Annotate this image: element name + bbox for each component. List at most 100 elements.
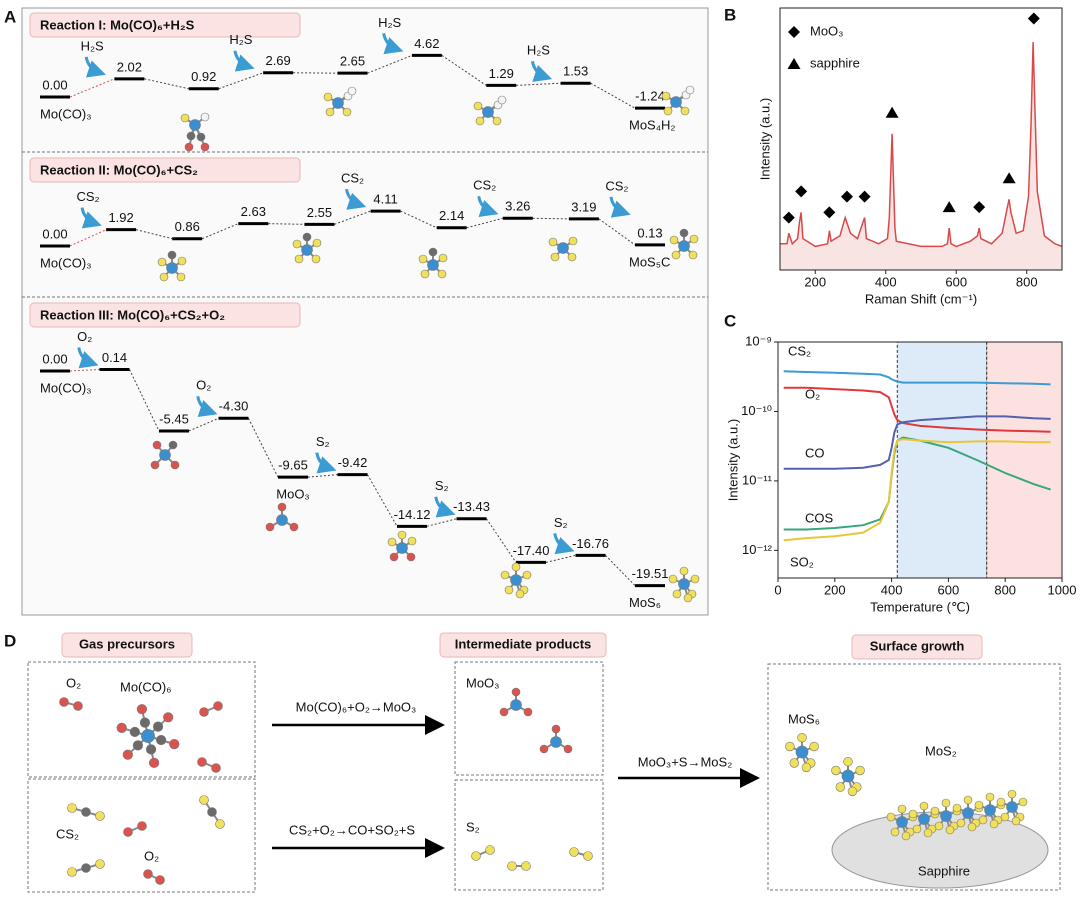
title-box <box>29 12 301 38</box>
atom <box>211 763 221 773</box>
energy-label: 1.92 <box>108 210 133 225</box>
atom <box>670 96 682 108</box>
atom <box>1018 797 1028 807</box>
atom <box>583 851 593 861</box>
energy-label: 0.00 <box>42 77 67 92</box>
atom <box>685 85 695 95</box>
atom <box>679 566 689 576</box>
gas-label: H₂S <box>378 15 401 30</box>
gas-label: CS₂ <box>605 178 628 193</box>
atom <box>215 819 225 829</box>
panel-letter: A <box>4 7 16 26</box>
series-label: CS₂ <box>788 343 811 358</box>
x-axis-label: Raman Shift (cm⁻¹) <box>865 291 977 306</box>
atom <box>196 132 206 142</box>
peak-marker <box>858 190 871 203</box>
atom <box>1006 801 1018 813</box>
energy-label: -9.42 <box>338 455 368 470</box>
atom <box>896 816 908 828</box>
atom <box>167 250 177 260</box>
plot-frame <box>777 341 1063 579</box>
x-tick-label: 400 <box>881 582 903 597</box>
gas-arrow <box>477 195 499 218</box>
reaction-title: Reaction III: Mo(CO)₆+CS₂+O₂ <box>40 307 225 322</box>
atom <box>332 97 344 109</box>
atom <box>81 807 91 817</box>
atom <box>550 736 562 748</box>
atom <box>437 269 447 279</box>
atom <box>189 119 201 131</box>
connector <box>400 210 437 229</box>
gas-arrow <box>233 50 255 72</box>
header-box <box>851 634 983 660</box>
atom <box>497 95 507 105</box>
atom <box>155 875 165 885</box>
atom <box>168 440 178 450</box>
species-label: Mo(CO)₃ <box>40 106 92 121</box>
atom <box>522 570 532 580</box>
atom <box>996 797 1006 807</box>
energy-label: 0.00 <box>42 226 67 241</box>
y-axis-label: Intensity (a.u.) <box>757 98 772 180</box>
connector <box>516 82 561 86</box>
gas-arrow <box>553 533 575 555</box>
atom <box>567 252 577 262</box>
gas-label: S₂ <box>435 478 449 493</box>
box <box>454 661 604 776</box>
box <box>454 779 604 891</box>
energy-label: 0.00 <box>42 351 67 366</box>
atom <box>678 240 690 252</box>
legend-label: MoO₃ <box>810 23 843 38</box>
peak-marker <box>1027 12 1040 25</box>
atom <box>311 254 321 264</box>
energy-label: 4.62 <box>414 36 439 51</box>
gas-arrow <box>382 33 404 55</box>
atom <box>690 574 700 584</box>
peak-marker <box>942 201 956 213</box>
connector <box>334 210 371 225</box>
atom <box>471 851 481 861</box>
connector <box>590 82 636 109</box>
peak-marker <box>782 211 795 224</box>
atom <box>186 131 196 141</box>
y-tick-label: 10⁻⁹ <box>745 333 772 348</box>
gas-arrow <box>345 188 367 210</box>
atom <box>141 729 155 743</box>
atom <box>930 806 940 816</box>
atom <box>843 756 853 767</box>
atom <box>277 502 287 512</box>
atom <box>952 803 962 813</box>
atom <box>156 734 167 746</box>
atom <box>197 757 207 767</box>
atom <box>669 235 679 245</box>
atom <box>157 257 167 267</box>
legend-symbol <box>787 58 801 69</box>
atom <box>521 861 531 871</box>
atom <box>418 254 428 264</box>
reaction-title: Reaction I: Mo(CO)₆+H₂S <box>40 17 195 32</box>
connector <box>202 223 239 240</box>
atom <box>978 815 988 825</box>
series-line <box>783 370 1051 386</box>
gas-arrow <box>77 347 99 369</box>
energy-label: 0.86 <box>175 219 200 234</box>
species-label: MoS₂ <box>925 743 957 758</box>
connector <box>307 474 338 478</box>
atom <box>504 585 514 595</box>
connector <box>441 55 487 86</box>
atom <box>152 721 164 732</box>
energy-label: 0.14 <box>102 350 127 365</box>
series-line <box>783 415 1051 470</box>
atom <box>475 116 485 126</box>
gas-label: O₂ <box>196 378 211 393</box>
y-axis-label: Intensity (a.u.) <box>725 419 740 501</box>
gas-label: S₂ <box>554 515 568 530</box>
atom <box>912 824 922 834</box>
atom <box>122 749 133 760</box>
y-tick-label: 10⁻¹¹ <box>742 472 773 487</box>
x-tick-label: 200 <box>804 274 826 289</box>
reaction-label: Mo(CO)₆+O₂→MoO₃ <box>296 699 417 714</box>
series-label: CO <box>805 445 825 460</box>
atom <box>671 250 681 260</box>
atom <box>67 803 77 813</box>
